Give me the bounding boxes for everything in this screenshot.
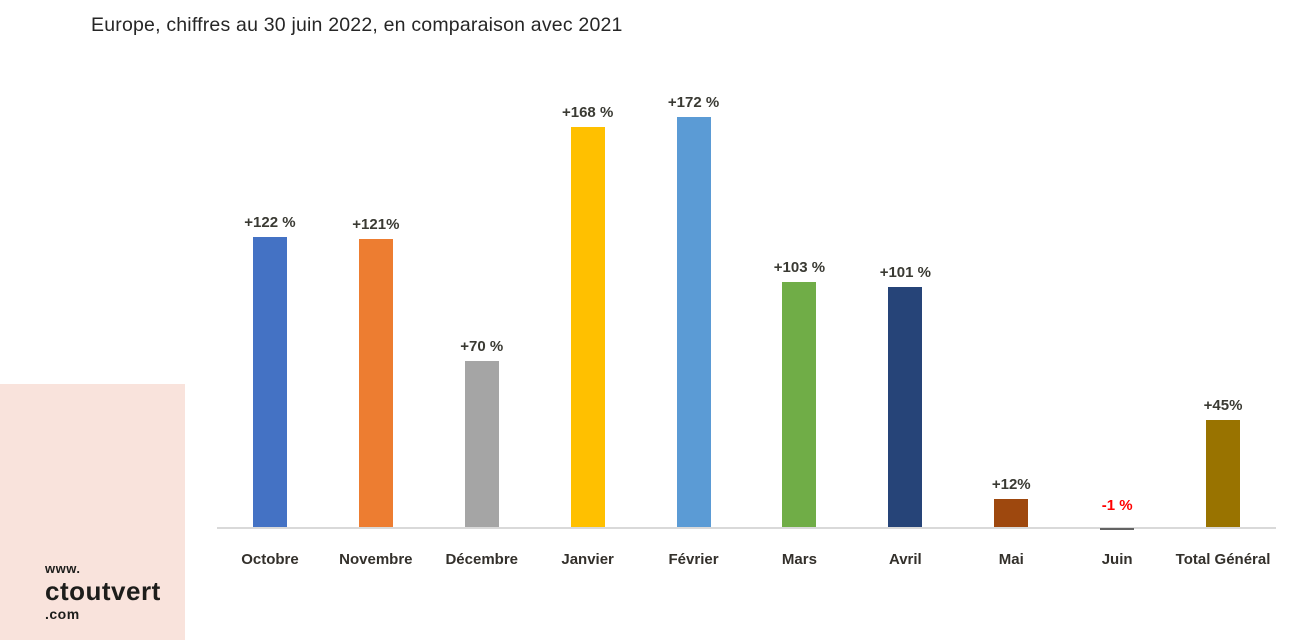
category-label-total-general: Total Général <box>1175 551 1271 568</box>
category-label-octobre: Octobre <box>241 551 299 568</box>
bar-avril <box>888 286 923 528</box>
value-label-juin: -1 % <box>1101 496 1133 514</box>
value-label-octobre: +122 % <box>244 213 296 231</box>
logo-www: www. <box>45 561 81 576</box>
brand-block: www. ctoutvert .com <box>0 384 185 640</box>
logo-tld: .com <box>45 606 80 622</box>
value-label-avril: +101 % <box>879 263 931 281</box>
value-label-total-general: +45% <box>1203 397 1243 415</box>
ctoutvert-logo: www. ctoutvert .com <box>45 562 161 621</box>
category-label-fevrier: Février <box>668 551 719 568</box>
bar-janvier <box>570 126 605 528</box>
value-label-novembre: +121% <box>352 215 400 233</box>
bar-mai <box>994 498 1029 528</box>
chart-title: Europe, chiffres au 30 juin 2022, en com… <box>91 14 623 36</box>
logo-name: ctoutvert <box>45 576 161 606</box>
bar-total-general <box>1206 420 1241 528</box>
category-label-mai: Mai <box>998 551 1024 568</box>
bar-mars <box>782 281 817 528</box>
value-label-janvier: +168 % <box>561 103 614 121</box>
category-label-decembre: Décembre <box>445 551 519 568</box>
bar-octobre <box>252 236 287 528</box>
category-label-mars: Mars <box>781 551 817 568</box>
category-label-avril: Avril <box>888 551 922 568</box>
bar-novembre <box>358 238 393 528</box>
bar-juin <box>1100 527 1135 530</box>
bar-decembre <box>464 360 499 528</box>
category-label-janvier: Janvier <box>561 551 614 568</box>
value-label-mai: +12% <box>991 475 1031 493</box>
category-label-juin: Juin <box>1101 551 1133 568</box>
x-axis-line <box>217 526 1276 529</box>
value-label-fevrier: +172 % <box>667 94 720 112</box>
bar-fevrier <box>676 117 711 528</box>
category-label-novembre: Novembre <box>339 551 413 568</box>
value-label-decembre: +70 % <box>460 337 504 355</box>
value-label-mars: +103 % <box>773 258 826 276</box>
